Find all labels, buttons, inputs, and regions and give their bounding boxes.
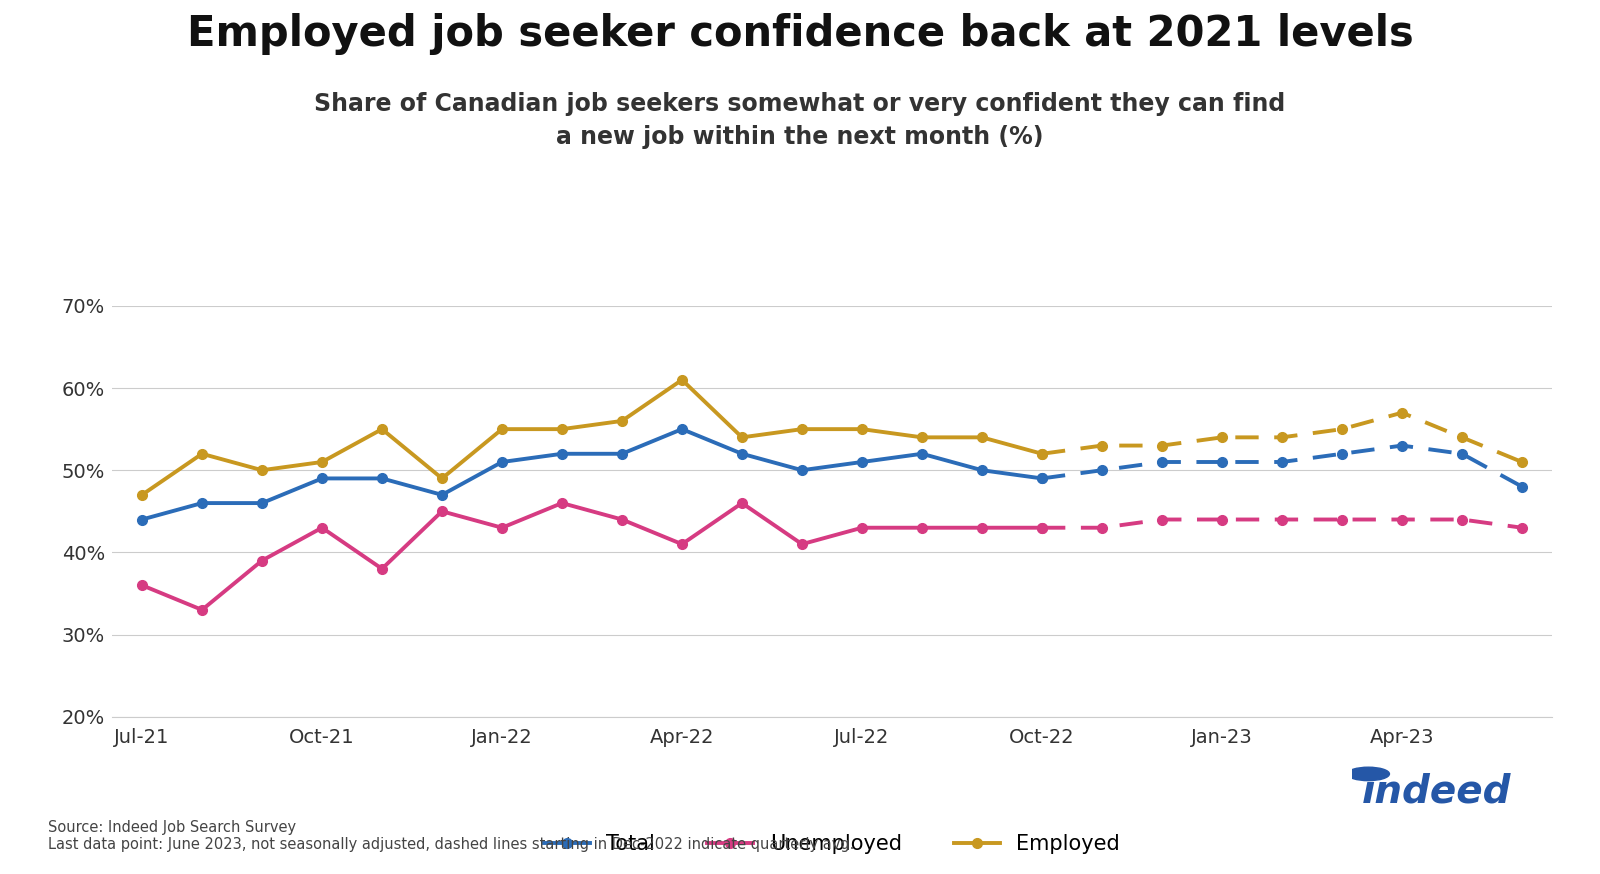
- Text: Employed job seeker confidence back at 2021 levels: Employed job seeker confidence back at 2…: [187, 13, 1413, 55]
- Text: Source: Indeed Job Search Survey
Last data point: June 2023, not seasonally adju: Source: Indeed Job Search Survey Last da…: [48, 820, 854, 852]
- Text: indeed: indeed: [1362, 773, 1510, 811]
- Legend: Total, Unemployed, Employed: Total, Unemployed, Employed: [536, 826, 1128, 863]
- Circle shape: [1347, 767, 1389, 780]
- Text: Share of Canadian job seekers somewhat or very confident they can find
a new job: Share of Canadian job seekers somewhat o…: [314, 92, 1286, 149]
